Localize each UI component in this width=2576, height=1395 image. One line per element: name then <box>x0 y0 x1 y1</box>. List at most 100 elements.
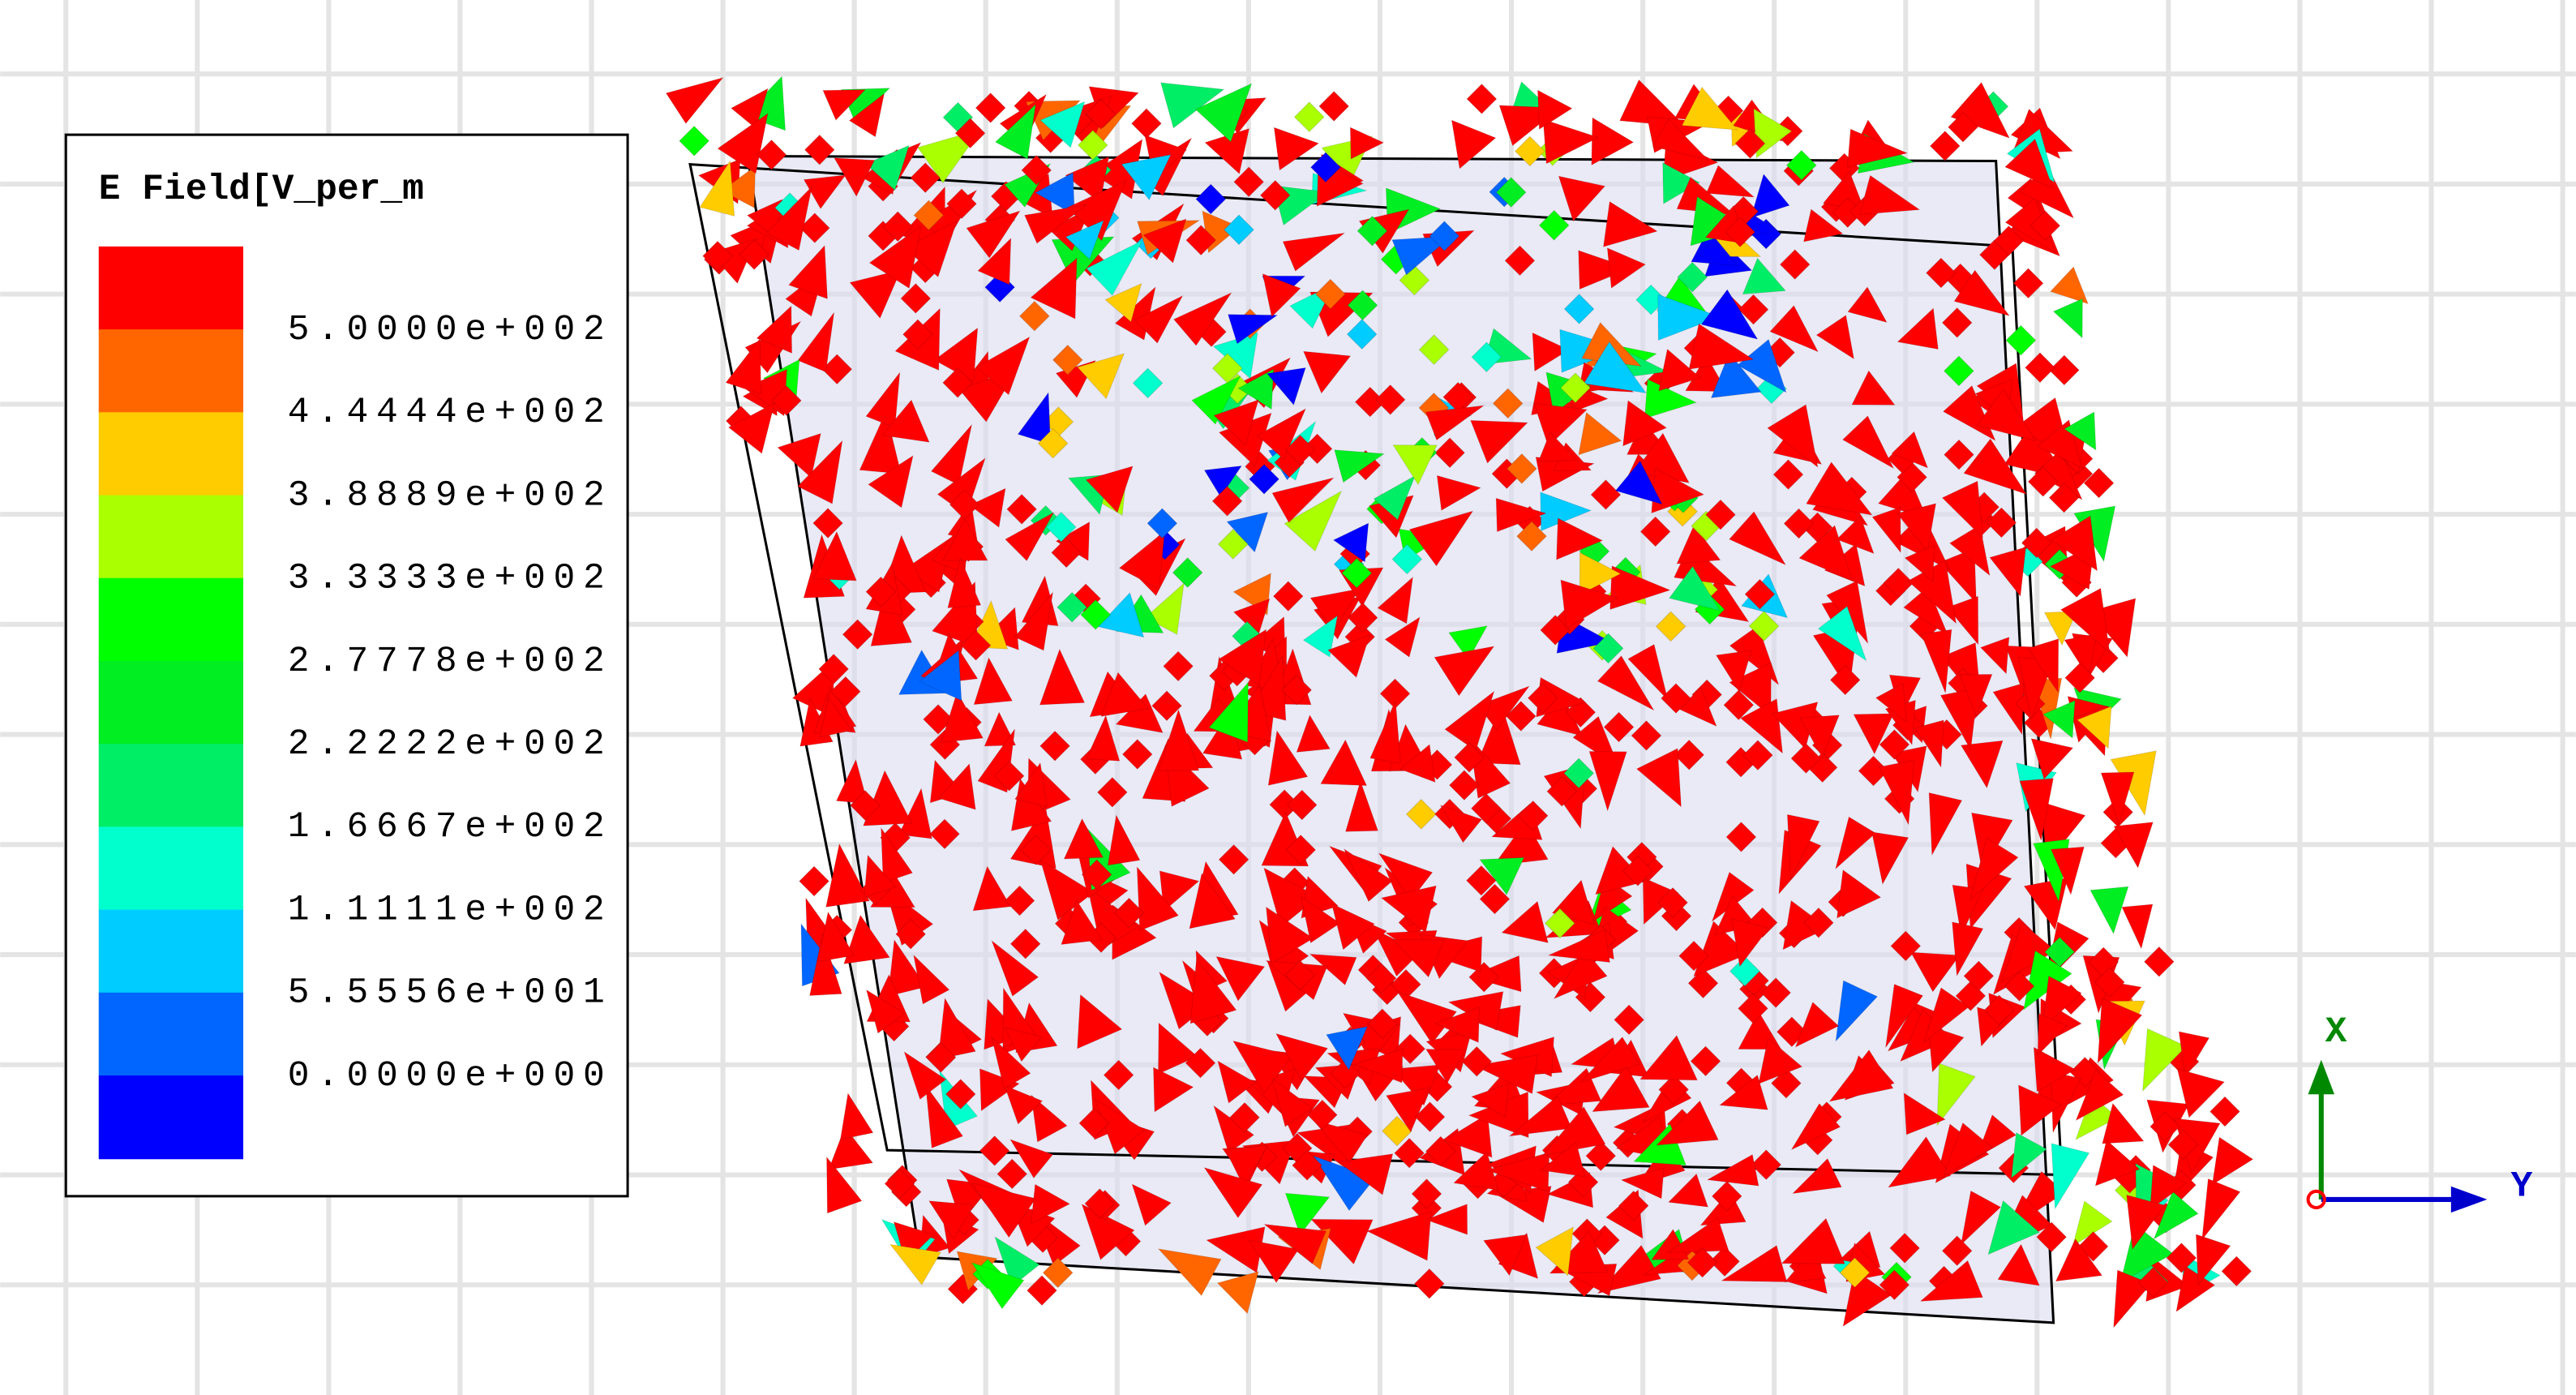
field-diamond <box>1514 135 1545 167</box>
field-arrow <box>1189 958 1237 1024</box>
field-diamond <box>1729 955 1760 987</box>
field-arrow <box>1443 1113 1493 1158</box>
field-arrow <box>1425 1049 1467 1084</box>
field-arrow <box>2033 1046 2077 1092</box>
field-arrow <box>1408 510 1474 567</box>
field-arrow <box>1081 1203 1135 1261</box>
field-arrow <box>1031 1093 1068 1143</box>
field-arrow <box>1767 404 1819 469</box>
field-arrow <box>1558 175 1606 222</box>
field-arrow <box>1309 588 1361 633</box>
field-diamond <box>1779 249 1811 281</box>
field-arrow <box>1014 762 1048 808</box>
field-diamond <box>1151 690 1182 722</box>
field-arrow <box>1665 1217 1729 1253</box>
field-diamond <box>1993 225 2025 256</box>
field-diamond <box>799 212 830 244</box>
field-arrow <box>2000 921 2057 984</box>
field-arrow <box>1331 903 1375 951</box>
field-arrow <box>1302 350 1352 394</box>
field-arrow <box>913 954 950 1005</box>
field-diamond <box>1229 1101 1260 1133</box>
legend-band <box>98 1075 244 1160</box>
field-arrow <box>1920 629 1952 693</box>
field-arrow <box>1597 1244 1662 1294</box>
field-arrow <box>1104 282 1142 323</box>
field-diamond <box>2012 268 2044 299</box>
field-arrow <box>1284 1192 1331 1236</box>
field-diamond <box>1211 485 1243 517</box>
field-diamond <box>997 1158 1028 1190</box>
field-arrow <box>1578 411 1622 456</box>
field-arrow <box>1482 1234 1528 1277</box>
field-arrow <box>1009 1139 1054 1179</box>
field-arrow <box>1960 740 2004 789</box>
field-arrow <box>1472 1054 1539 1095</box>
field-arrow <box>1952 921 1984 977</box>
field-arrow <box>994 1235 1040 1288</box>
field-arrow <box>2097 997 2143 1064</box>
field-arrow <box>1769 304 1819 353</box>
field-arrow <box>1237 368 1275 410</box>
field-arrow <box>1579 1036 1640 1084</box>
field-diamond <box>799 865 830 897</box>
field-arrow <box>848 92 885 138</box>
field-arrow <box>977 237 1012 285</box>
field-arrow <box>918 650 962 702</box>
field-arrow <box>730 88 769 130</box>
field-diamond <box>804 134 835 165</box>
field-diamond <box>1281 674 1313 706</box>
field-diamond <box>1411 1178 1442 1209</box>
field-diamond <box>979 1135 1010 1166</box>
field-arrow <box>1828 1049 1894 1102</box>
field-arrow <box>1448 625 1488 661</box>
field-arrow <box>1979 636 2010 675</box>
field-diamond <box>1661 683 1691 714</box>
field-diamond <box>1448 770 1480 801</box>
field-diamond <box>1592 633 1624 664</box>
field-arrow <box>990 1035 1031 1090</box>
field-arrow <box>994 103 1036 160</box>
field-arrow <box>1217 1060 1257 1104</box>
field-arrow <box>1311 1118 1369 1164</box>
field-arrow <box>1691 229 1739 267</box>
legend-band <box>98 495 244 579</box>
field-arrow <box>2063 411 2097 451</box>
field-arrow <box>1349 127 1385 160</box>
field-arrow <box>1728 511 1787 566</box>
field-arrow <box>1005 511 1055 562</box>
field-arrow <box>1927 1024 1965 1073</box>
field-arrow <box>2100 771 2135 826</box>
field-diamond <box>1395 1033 1426 1065</box>
field-arrow <box>1470 1083 1510 1118</box>
field-arrow <box>1790 1102 1841 1151</box>
field-arrow <box>1989 546 2027 598</box>
field-arrow <box>1595 845 1646 895</box>
field-diamond <box>1366 1008 1398 1040</box>
field-arrow <box>1606 247 1647 290</box>
legend-band <box>98 412 244 496</box>
field-arrow <box>966 210 1022 259</box>
field-arrow <box>2153 1191 2199 1240</box>
field-arrow <box>2176 1068 2226 1118</box>
field-arrow <box>2075 1094 2119 1141</box>
field-arrow <box>2076 706 2112 749</box>
field-diamond <box>1890 930 1922 962</box>
field-arrow <box>2017 1084 2062 1136</box>
field-diamond <box>929 818 960 850</box>
field-diamond <box>1051 537 1082 569</box>
field-diamond <box>1879 1269 1910 1301</box>
field-arrow <box>1588 750 1627 813</box>
field-arrow <box>1782 899 1829 951</box>
field-diamond <box>2044 936 2076 968</box>
field-diamond <box>1495 177 1527 208</box>
field-arrow <box>868 454 914 509</box>
field-diamond <box>1944 439 1974 470</box>
field-arrow <box>1904 544 1935 583</box>
field-arrow <box>1943 1122 1994 1178</box>
field-diamond <box>1292 1149 1323 1181</box>
field-arrow <box>1591 117 1635 166</box>
field-arrow <box>1891 431 1929 469</box>
field-diamond <box>2030 210 2061 242</box>
field-arrow <box>1987 1200 2041 1256</box>
